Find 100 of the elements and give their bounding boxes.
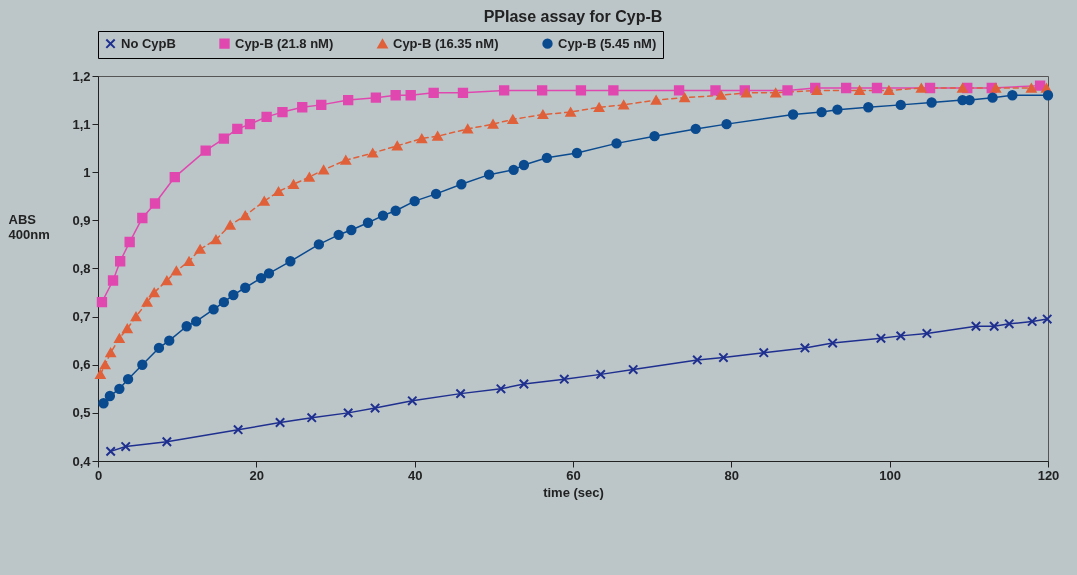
point [456, 179, 467, 190]
point [104, 390, 116, 402]
legend-label: Cyp-B (21.8 nM) [235, 35, 334, 51]
point [124, 236, 135, 248]
x-tick-label: 60 [566, 467, 581, 483]
point [130, 312, 142, 322]
point [718, 352, 729, 363]
point [692, 354, 703, 366]
point [840, 82, 852, 94]
point [608, 85, 619, 96]
point [916, 83, 927, 93]
x-tick-label: 100 [879, 467, 902, 483]
point [518, 159, 530, 171]
point [988, 321, 1000, 332]
point [171, 266, 182, 276]
point [428, 87, 439, 99]
point [721, 118, 732, 130]
point [405, 90, 416, 101]
point [593, 102, 605, 112]
point [863, 102, 874, 113]
point [970, 321, 982, 332]
point [1026, 316, 1038, 327]
point [362, 217, 374, 228]
point [1034, 80, 1046, 91]
point [313, 239, 325, 250]
y-tick-label: 0,6 [72, 357, 91, 373]
point [114, 256, 126, 267]
point [98, 398, 109, 409]
point [370, 92, 382, 103]
legend-label: Cyp-B (5.45 nM) [558, 35, 657, 51]
point [277, 106, 288, 118]
y-tick-label: 0,4 [72, 453, 92, 469]
point [710, 85, 721, 96]
x-tick-label: 0 [94, 467, 103, 483]
legend-label: No CypB [121, 35, 176, 51]
point [122, 324, 133, 334]
point [457, 87, 469, 99]
point [416, 133, 427, 144]
point [105, 348, 116, 358]
point [190, 316, 202, 327]
point [164, 335, 175, 346]
point [392, 141, 403, 151]
point [715, 90, 727, 100]
point [273, 186, 284, 197]
point [498, 85, 510, 96]
point [987, 92, 998, 103]
point [390, 205, 401, 216]
point [105, 446, 116, 457]
point [832, 104, 843, 115]
point [618, 100, 629, 110]
point [1026, 83, 1037, 93]
point [285, 256, 296, 267]
point [432, 131, 443, 141]
point [565, 107, 576, 117]
point [232, 424, 244, 435]
point [1042, 90, 1054, 101]
point [122, 374, 134, 385]
point [462, 124, 473, 134]
y-tick-label: 0,9 [72, 212, 91, 228]
point [244, 118, 256, 130]
point [137, 359, 148, 370]
point [390, 90, 401, 101]
point [114, 383, 125, 394]
point [342, 94, 354, 106]
point [1042, 313, 1053, 325]
point [571, 147, 583, 159]
point [369, 402, 381, 414]
point [342, 407, 354, 419]
point [407, 395, 418, 407]
point [627, 364, 639, 375]
point [787, 109, 799, 120]
point [575, 85, 587, 96]
point [318, 165, 329, 175]
point [240, 210, 251, 221]
x-tick-label: 80 [724, 467, 740, 483]
y-tick-label: 1 [83, 164, 91, 180]
point [799, 342, 811, 354]
point [854, 85, 865, 96]
x-axis-title: time (sec) [543, 484, 604, 500]
point [487, 119, 499, 129]
point [559, 374, 570, 385]
point [141, 297, 153, 307]
y-tick-label: 0,8 [72, 261, 91, 276]
point [218, 133, 230, 144]
point [181, 321, 192, 332]
point [194, 244, 206, 254]
point [957, 83, 968, 93]
point [346, 224, 357, 236]
point [297, 102, 308, 113]
point [455, 388, 466, 399]
point [149, 287, 160, 298]
point [96, 297, 108, 308]
point [782, 85, 793, 96]
point [288, 179, 299, 189]
point [161, 275, 173, 286]
point [316, 99, 327, 111]
point [758, 347, 769, 358]
point [679, 93, 690, 103]
point [990, 83, 1001, 93]
point [218, 297, 230, 308]
